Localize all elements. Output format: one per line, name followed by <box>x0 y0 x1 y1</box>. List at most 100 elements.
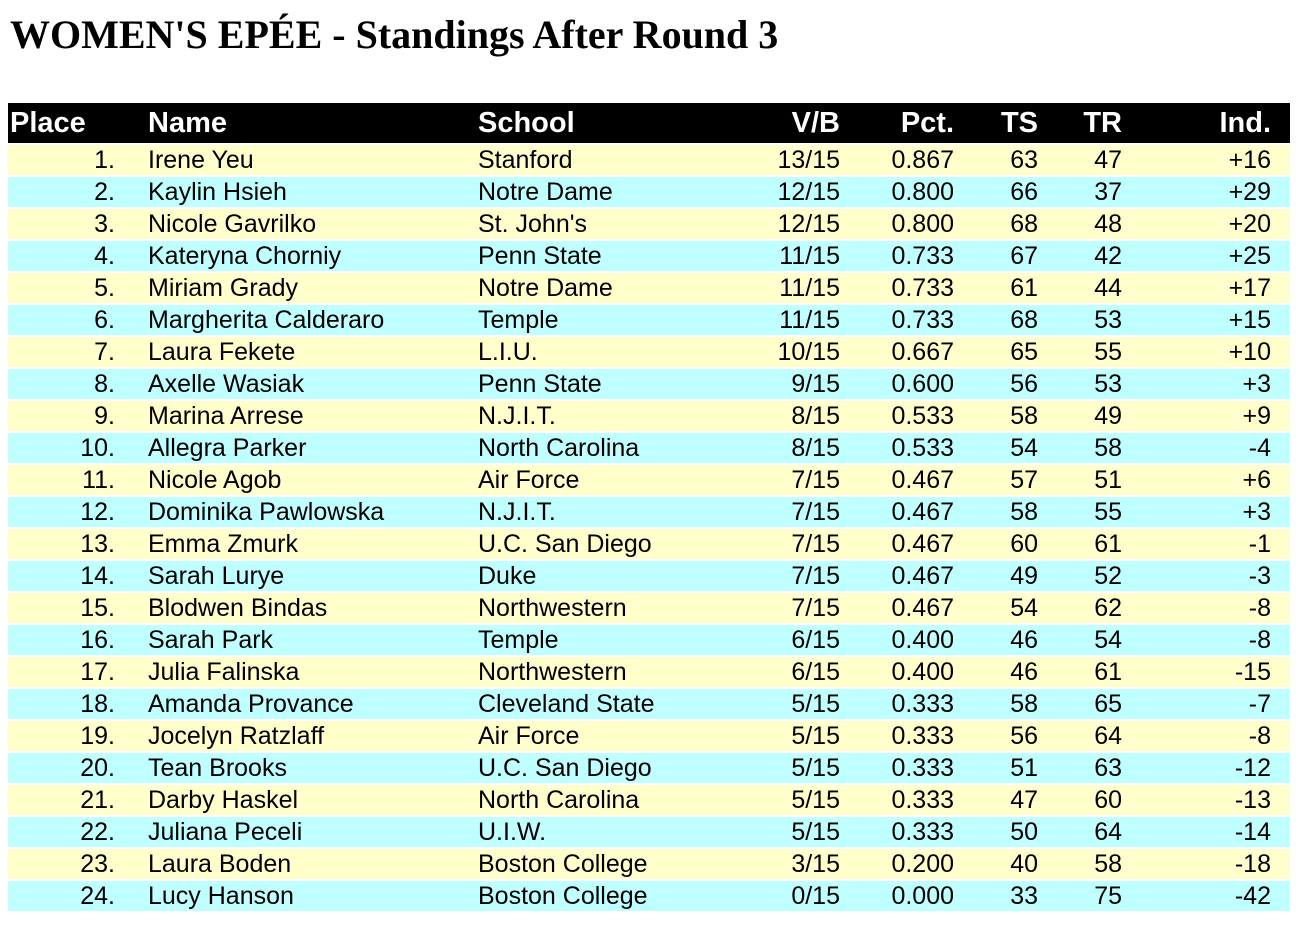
tr-cell: 42 <box>1046 241 1132 271</box>
table-row: 14. Sarah Lurye Duke 7/15 0.467 49 52 -3 <box>8 561 1290 591</box>
name-cell: Juliana Peceli <box>140 817 470 847</box>
ts-cell: 58 <box>960 497 1046 527</box>
table-body: 1. Irene Yeu Stanford 13/15 0.867 63 47 +16 2. Ka… <box>8 145 1290 911</box>
ind-cell: -4 <box>1132 433 1290 463</box>
place-cell: 3. <box>8 209 140 239</box>
column-header-place: Place <box>8 103 140 143</box>
ind-cell: -42 <box>1132 881 1290 911</box>
place-cell: 19. <box>8 721 140 751</box>
column-header-vb: V/B <box>698 103 844 143</box>
ind-cell: +9 <box>1132 401 1290 431</box>
table-row: 4. Kateryna Chorniy Penn State 11/15 0.733 67… <box>8 241 1290 271</box>
ind-cell: -15 <box>1132 657 1290 687</box>
ind-cell: -18 <box>1132 849 1290 879</box>
table-row: 21. Darby Haskel North Carolina 5/15 0.333 47… <box>8 785 1290 815</box>
ts-cell: 50 <box>960 817 1046 847</box>
tr-cell: 44 <box>1046 273 1132 303</box>
pct-cell: 0.533 <box>844 433 960 463</box>
school-cell: Temple <box>470 305 698 335</box>
school-cell: Cleveland State <box>470 689 698 719</box>
vb-cell: 11/15 <box>698 305 844 335</box>
pct-cell: 0.467 <box>844 561 960 591</box>
pct-cell: 0.800 <box>844 177 960 207</box>
pct-cell: 0.333 <box>844 817 960 847</box>
pct-cell: 0.600 <box>844 369 960 399</box>
table-row: 17. Julia Falinska Northwestern 6/15 0.400 46… <box>8 657 1290 687</box>
vb-cell: 7/15 <box>698 561 844 591</box>
table-row: 5. Miriam Grady Notre Dame 11/15 0.733 61 44 +1… <box>8 273 1290 303</box>
pct-cell: 0.333 <box>844 753 960 783</box>
pct-cell: 0.733 <box>844 273 960 303</box>
table-row: 19. Jocelyn Ratzlaff Air Force 5/15 0.333 56 6… <box>8 721 1290 751</box>
table-row: 23. Laura Boden Boston College 3/15 0.200 40 5… <box>8 849 1290 879</box>
place-cell: 5. <box>8 273 140 303</box>
school-cell: Boston College <box>470 849 698 879</box>
vb-cell: 11/15 <box>698 273 844 303</box>
place-cell: 6. <box>8 305 140 335</box>
ts-cell: 47 <box>960 785 1046 815</box>
ts-cell: 65 <box>960 337 1046 367</box>
table-row: 22. Juliana Peceli U.I.W. 5/15 0.333 50 64 -14 <box>8 817 1290 847</box>
pct-cell: 0.867 <box>844 145 960 175</box>
ts-cell: 68 <box>960 209 1046 239</box>
ind-cell: -3 <box>1132 561 1290 591</box>
ts-cell: 66 <box>960 177 1046 207</box>
tr-cell: 54 <box>1046 625 1132 655</box>
tr-cell: 49 <box>1046 401 1132 431</box>
table-row: 10. Allegra Parker North Carolina 8/15 0.533… <box>8 433 1290 463</box>
table-row: 6. Margherita Calderaro Temple 11/15 0.733 68… <box>8 305 1290 335</box>
table-row: 1. Irene Yeu Stanford 13/15 0.867 63 47 +16 <box>8 145 1290 175</box>
place-cell: 7. <box>8 337 140 367</box>
school-cell: Air Force <box>470 465 698 495</box>
school-cell: Air Force <box>470 721 698 751</box>
ts-cell: 54 <box>960 433 1046 463</box>
column-header-ind: Ind. <box>1132 103 1290 143</box>
column-header-school: School <box>470 103 698 143</box>
school-cell: Notre Dame <box>470 273 698 303</box>
ts-cell: 33 <box>960 881 1046 911</box>
ind-cell: -12 <box>1132 753 1290 783</box>
place-cell: 10. <box>8 433 140 463</box>
vb-cell: 13/15 <box>698 145 844 175</box>
tr-cell: 62 <box>1046 593 1132 623</box>
ind-cell: -13 <box>1132 785 1290 815</box>
vb-cell: 5/15 <box>698 785 844 815</box>
vb-cell: 7/15 <box>698 529 844 559</box>
pct-cell: 0.800 <box>844 209 960 239</box>
vb-cell: 7/15 <box>698 497 844 527</box>
vb-cell: 5/15 <box>698 817 844 847</box>
school-cell: Notre Dame <box>470 177 698 207</box>
ts-cell: 58 <box>960 401 1046 431</box>
ind-cell: +3 <box>1132 369 1290 399</box>
ind-cell: +20 <box>1132 209 1290 239</box>
place-cell: 21. <box>8 785 140 815</box>
ts-cell: 68 <box>960 305 1046 335</box>
ind-cell: -1 <box>1132 529 1290 559</box>
school-cell: Duke <box>470 561 698 591</box>
ind-cell: +25 <box>1132 241 1290 271</box>
vb-cell: 12/15 <box>698 177 844 207</box>
pct-cell: 0.467 <box>844 465 960 495</box>
name-cell: Dominika Pawlowska <box>140 497 470 527</box>
school-cell: Penn State <box>470 369 698 399</box>
column-header-tr: TR <box>1046 103 1132 143</box>
tr-cell: 48 <box>1046 209 1132 239</box>
school-cell: Stanford <box>470 145 698 175</box>
ind-cell: +16 <box>1132 145 1290 175</box>
place-cell: 17. <box>8 657 140 687</box>
place-cell: 1. <box>8 145 140 175</box>
name-cell: Laura Fekete <box>140 337 470 367</box>
table-row: 12. Dominika Pawlowska N.J.I.T. 7/15 0.467 58… <box>8 497 1290 527</box>
ind-cell: +15 <box>1132 305 1290 335</box>
name-cell: Emma Zmurk <box>140 529 470 559</box>
ts-cell: 56 <box>960 721 1046 751</box>
place-cell: 12. <box>8 497 140 527</box>
tr-cell: 64 <box>1046 721 1132 751</box>
table-row: 15. Blodwen Bindas Northwestern 7/15 0.467 54… <box>8 593 1290 623</box>
tr-cell: 61 <box>1046 529 1132 559</box>
school-cell: U.C. San Diego <box>470 753 698 783</box>
pct-cell: 0.000 <box>844 881 960 911</box>
name-cell: Amanda Provance <box>140 689 470 719</box>
vb-cell: 5/15 <box>698 689 844 719</box>
